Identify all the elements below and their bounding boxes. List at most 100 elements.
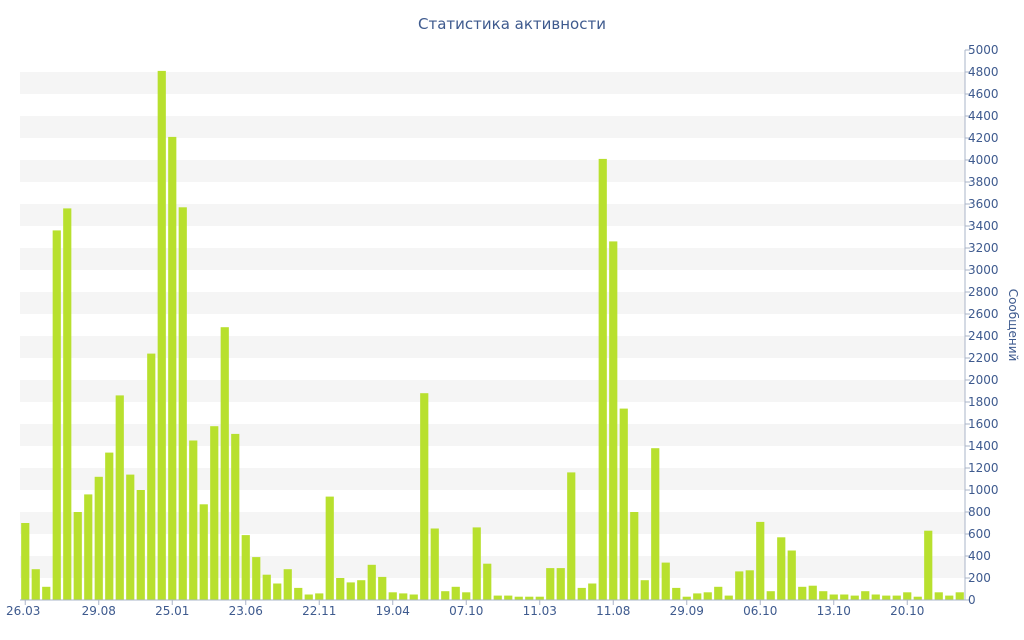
bar bbox=[630, 512, 639, 600]
y-tick-label: 3200 bbox=[968, 241, 999, 255]
bar bbox=[283, 569, 292, 600]
y-tick-label: 1800 bbox=[968, 395, 999, 409]
bar bbox=[430, 528, 439, 600]
bar bbox=[325, 496, 334, 600]
bar bbox=[546, 568, 555, 600]
bar bbox=[367, 564, 376, 600]
bar bbox=[126, 474, 135, 600]
y-tick-label: 2200 bbox=[968, 351, 999, 365]
bar bbox=[850, 595, 859, 600]
bar bbox=[94, 476, 103, 600]
bar bbox=[588, 583, 597, 600]
y-tick-label: 1400 bbox=[968, 439, 999, 453]
bar bbox=[136, 490, 145, 600]
bar bbox=[115, 395, 124, 600]
y-tick-label: 1000 bbox=[968, 483, 999, 497]
bar bbox=[441, 591, 450, 600]
bar bbox=[304, 594, 313, 600]
y-tick-label: 4200 bbox=[968, 131, 999, 145]
y-tick-label: 2600 bbox=[968, 307, 999, 321]
grid-band bbox=[20, 160, 965, 182]
bar bbox=[210, 426, 219, 600]
y-tick-label: 400 bbox=[968, 549, 991, 563]
bar bbox=[483, 563, 492, 600]
bar bbox=[651, 448, 660, 600]
y-tick-label: 3400 bbox=[968, 219, 999, 233]
bar bbox=[819, 591, 828, 600]
bar bbox=[714, 586, 723, 600]
chart-title: Статистика активности bbox=[418, 15, 606, 33]
bar bbox=[21, 523, 30, 600]
x-tick-label: 23.06 bbox=[229, 604, 263, 618]
bar bbox=[189, 440, 198, 600]
y-tick-label: 3800 bbox=[968, 175, 999, 189]
bar bbox=[745, 570, 754, 600]
x-tick-label: 11.03 bbox=[523, 604, 557, 618]
bar bbox=[672, 587, 681, 600]
grid-band bbox=[20, 424, 965, 446]
bar bbox=[640, 580, 649, 600]
grid-band bbox=[20, 116, 965, 138]
y-tick-label: 4000 bbox=[968, 153, 999, 167]
bar bbox=[451, 586, 460, 600]
x-tick-label: 29.08 bbox=[82, 604, 116, 618]
x-tick-label: 20.10 bbox=[890, 604, 924, 618]
x-tick-label: 13.10 bbox=[817, 604, 851, 618]
x-axis: 26.03 29.08 25.01 23.06 22.11 19.04 07.10 11.03… bbox=[6, 599, 965, 618]
bar bbox=[598, 158, 607, 600]
bar bbox=[105, 452, 114, 600]
y-tick-label: 2000 bbox=[968, 373, 999, 387]
bar bbox=[147, 353, 156, 600]
y-tick-label: 200 bbox=[968, 571, 991, 585]
bar bbox=[903, 592, 912, 600]
x-tick-label: 06.10 bbox=[743, 604, 777, 618]
x-tick-label: 07.10 bbox=[449, 604, 483, 618]
bar bbox=[315, 593, 324, 600]
y-tick-label: 4600 bbox=[968, 87, 999, 101]
bar bbox=[577, 587, 586, 600]
bar bbox=[913, 596, 922, 600]
bar bbox=[861, 591, 870, 600]
grid-band bbox=[20, 468, 965, 490]
bar bbox=[73, 512, 82, 600]
bar bbox=[724, 595, 733, 600]
bar bbox=[514, 596, 523, 600]
bar bbox=[955, 592, 964, 600]
bar bbox=[52, 230, 61, 600]
y-tick-label: 600 bbox=[968, 527, 991, 541]
bar bbox=[777, 537, 786, 600]
y-tick-label: 0 bbox=[968, 593, 976, 607]
bar bbox=[945, 595, 954, 600]
bar bbox=[220, 327, 229, 600]
bar bbox=[829, 594, 838, 600]
bar bbox=[157, 70, 166, 600]
bar bbox=[934, 592, 943, 600]
y-tick-label: 4800 bbox=[968, 65, 999, 79]
bar bbox=[388, 592, 397, 600]
bar bbox=[735, 571, 744, 600]
bar bbox=[42, 586, 51, 600]
bar bbox=[871, 594, 880, 600]
bar bbox=[241, 535, 250, 600]
grid-band bbox=[20, 336, 965, 358]
y-tick-label: 1200 bbox=[968, 461, 999, 475]
bar bbox=[420, 393, 429, 600]
grid-band bbox=[20, 380, 965, 402]
y-tick-label: 1600 bbox=[968, 417, 999, 431]
bar bbox=[336, 578, 345, 600]
bar bbox=[178, 207, 187, 601]
y-tick-label: 2800 bbox=[968, 285, 999, 299]
bar bbox=[756, 521, 765, 600]
bar bbox=[892, 595, 901, 600]
bar bbox=[262, 574, 271, 600]
y-tick-label: 3000 bbox=[968, 263, 999, 277]
y-tick-label: 3600 bbox=[968, 197, 999, 211]
bar bbox=[472, 527, 481, 600]
bar bbox=[619, 408, 628, 600]
bar bbox=[168, 136, 177, 600]
bar bbox=[766, 591, 775, 600]
bar bbox=[661, 562, 670, 600]
grid-bands bbox=[20, 72, 965, 578]
bar bbox=[252, 557, 261, 600]
